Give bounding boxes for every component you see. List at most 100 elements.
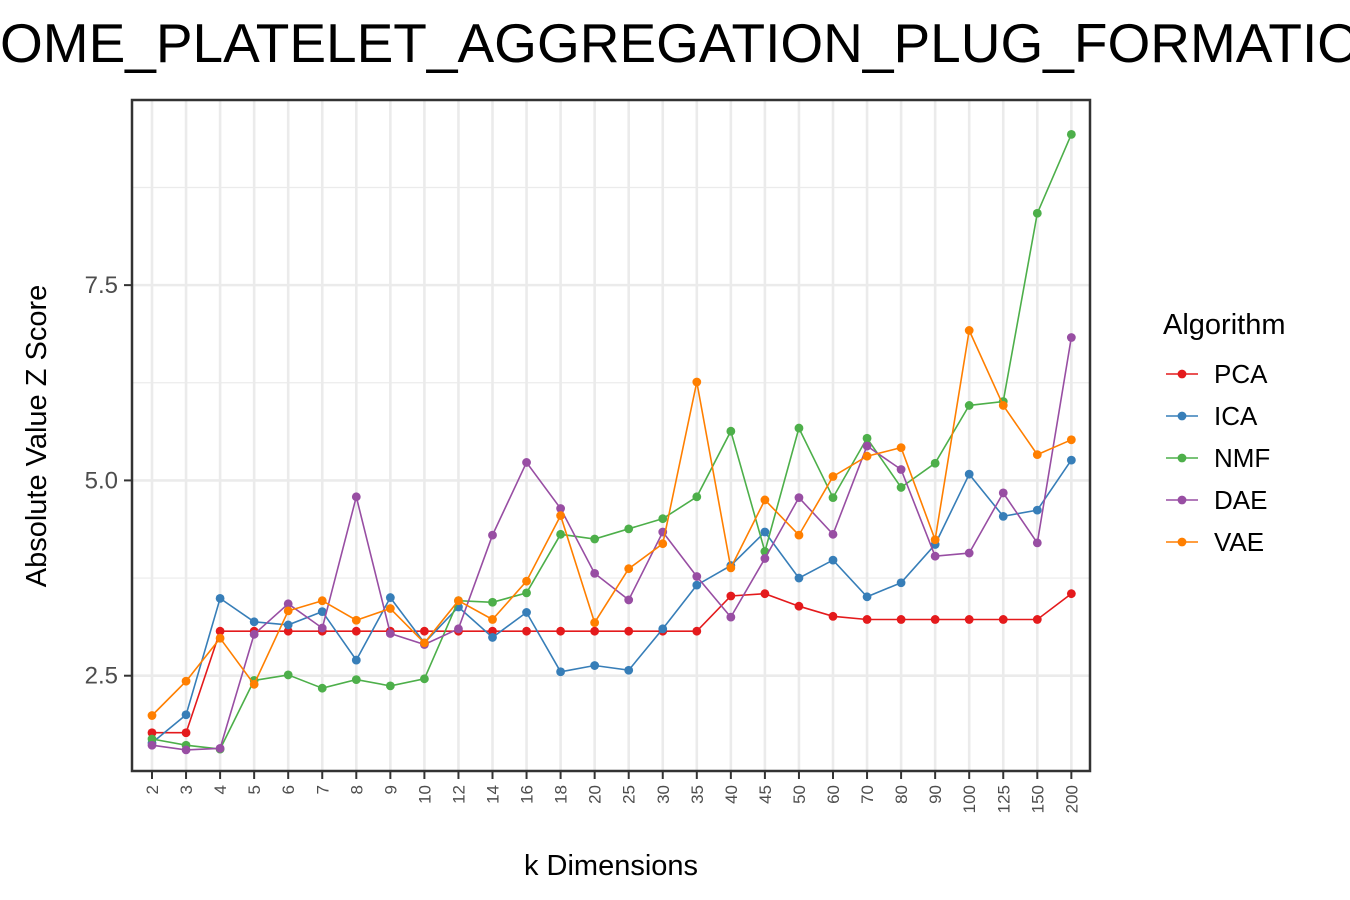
data-point [624, 595, 634, 605]
data-point [862, 433, 872, 443]
data-point [385, 604, 395, 613]
data-point [760, 495, 770, 505]
data-point [794, 493, 804, 503]
data-point [794, 601, 804, 611]
data-point [351, 626, 361, 636]
data-point [351, 492, 361, 502]
data-point [896, 443, 906, 453]
data-point [181, 676, 191, 686]
data-point [692, 580, 702, 590]
x-tick-label: 90 [926, 785, 945, 804]
x-tick-label: 20 [586, 785, 605, 804]
series-line-vae [151, 327, 1072, 717]
legend-label: PCA [1214, 359, 1268, 389]
data-point [896, 465, 906, 474]
data-point [590, 534, 600, 544]
data-point [624, 665, 634, 675]
data-point [624, 524, 634, 534]
plot-panel-border [130, 98, 1092, 773]
x-tick-label: 70 [858, 785, 877, 804]
data-point [1066, 435, 1076, 445]
data-point [351, 655, 361, 665]
x-tick-label: 5 [245, 785, 264, 794]
data-point [930, 458, 940, 468]
data-point [488, 597, 497, 607]
data-point [998, 615, 1008, 624]
x-tick-label: 4 [211, 785, 230, 794]
data-point [794, 530, 804, 540]
x-tick-label: 125 [994, 785, 1013, 813]
data-point [522, 576, 531, 586]
legend-key-point [1177, 495, 1187, 505]
legend-item-pca: PCA [1166, 359, 1268, 389]
data-point [181, 710, 191, 720]
data-point [249, 617, 259, 627]
x-tick-label: 14 [484, 785, 503, 804]
data-point [215, 626, 225, 636]
legend-title: Algorithm [1163, 309, 1286, 341]
data-point [726, 426, 736, 436]
data-point [147, 728, 157, 738]
data-point [1066, 589, 1076, 599]
data-point [556, 667, 565, 677]
data-point [454, 624, 463, 634]
data-point [964, 615, 974, 624]
data-point [760, 589, 770, 599]
data-point [522, 588, 531, 598]
data-point [794, 423, 804, 433]
x-tick-label: 45 [756, 785, 775, 804]
data-point [385, 629, 395, 638]
data-point [964, 401, 974, 410]
data-point [488, 626, 497, 636]
legend-item-dae: DAE [1166, 485, 1267, 515]
data-point [930, 535, 940, 545]
data-point [556, 511, 565, 520]
x-tick-label: 9 [381, 785, 400, 794]
x-tick-label: 25 [620, 785, 639, 804]
legend-label: ICA [1214, 401, 1258, 431]
series-ica [147, 455, 1076, 748]
data-point [624, 626, 634, 636]
data-point [522, 626, 531, 636]
data-point [726, 591, 736, 601]
data-point [590, 626, 600, 636]
series-layer [147, 129, 1076, 755]
y-axis-title: Absolute Value Z Score [21, 285, 53, 588]
x-tick-label: 200 [1062, 785, 1081, 813]
x-tick-label: 40 [722, 785, 741, 804]
chart-title: OME_PLATELET_AGGREGATION_PLUG_FORMATIO [0, 8, 1350, 88]
series-line-pca [152, 592, 1072, 734]
x-tick-label: 100 [960, 785, 979, 813]
chart-title-text: OME_PLATELET_AGGREGATION_PLUG_FORMATIO [0, 12, 1350, 74]
data-point [930, 551, 940, 561]
legend-label: VAE [1214, 527, 1264, 557]
x-tick-label: 7 [313, 785, 332, 794]
data-point [1066, 455, 1076, 465]
data-point [794, 573, 804, 583]
data-point [556, 626, 565, 636]
data-point [420, 626, 429, 636]
y-tick-label: 2.5 [85, 663, 118, 690]
data-point [658, 514, 668, 524]
data-point [147, 734, 157, 744]
legend-label: NMF [1214, 443, 1270, 473]
data-point [556, 504, 565, 513]
data-point [1032, 505, 1042, 515]
data-point [760, 527, 770, 537]
x-tick-label: 18 [552, 785, 571, 804]
data-point [215, 633, 225, 643]
legend-label: DAE [1214, 485, 1267, 515]
data-point [862, 451, 872, 461]
y-tick-label: 5.0 [85, 467, 118, 494]
data-point [726, 563, 736, 573]
data-point [760, 554, 770, 563]
data-point [283, 626, 293, 636]
data-point [488, 615, 497, 624]
x-axis: 2 3 4 5 6 7 8 9 10 12 14 16 18 20 25 30 35 40 45 50 60 70 80 90… [143, 771, 1081, 813]
data-point [147, 711, 157, 720]
data-point [181, 745, 191, 755]
series-line-nmf [151, 134, 1073, 750]
data-point [692, 572, 702, 581]
x-tick-label: 8 [347, 785, 366, 794]
data-point [1032, 538, 1042, 548]
